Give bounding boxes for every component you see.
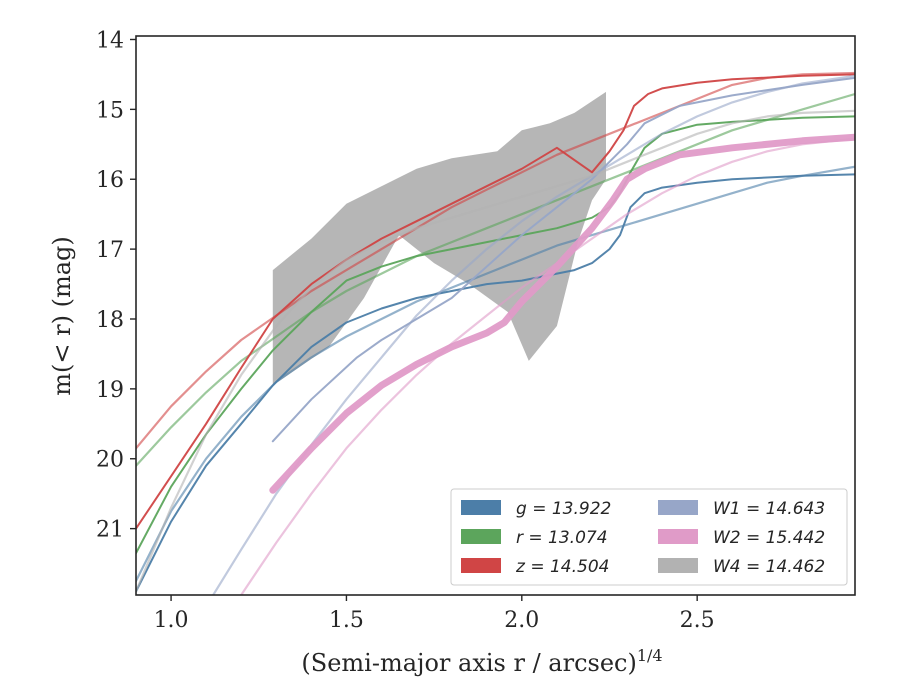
legend-label-3: W1 = 14.643 xyxy=(713,499,825,519)
x-axis-title-power: 1/4 xyxy=(637,646,663,665)
legend-label-4: W2 = 15.442 xyxy=(713,528,825,548)
w4-band xyxy=(272,91,606,386)
legend-swatch-0 xyxy=(461,500,501,515)
legend-label-0: g = 13.922 xyxy=(516,499,611,519)
series-line-z-data xyxy=(136,73,855,530)
legend-swatch-1 xyxy=(461,529,501,544)
series-line-w2-model xyxy=(240,137,855,595)
legend-swatch-2 xyxy=(461,558,501,573)
legend-label-5: W4 = 14.462 xyxy=(713,557,825,577)
legend-label-1: r = 13.074 xyxy=(516,528,608,548)
legend-swatch-5 xyxy=(658,558,698,573)
y-tick-label: 17 xyxy=(96,238,124,263)
legend-swatch-4 xyxy=(658,529,698,544)
legend-box xyxy=(450,488,848,586)
x-tick-label: 1.5 xyxy=(329,608,364,633)
axis-ticks: 1.0 1.5 2.0 2.5 14 15 16 17 18 19 20 21 xyxy=(96,28,715,633)
y-tick-label: 21 xyxy=(96,518,124,543)
x-tick-label: 2.0 xyxy=(504,608,539,633)
y-axis-title: m(< r) (mag) xyxy=(48,236,76,395)
x-axis-title: (Semi-major axis r / arcsec)1/4 xyxy=(301,646,662,677)
series-line-z-model xyxy=(136,71,855,450)
series-line-r-model xyxy=(136,92,855,467)
y-tick-label: 20 xyxy=(96,448,124,473)
plot-frame xyxy=(135,35,856,596)
legend-label-2: z = 14.504 xyxy=(515,557,609,577)
series-line-g-model xyxy=(136,165,855,583)
x-tick-label: 1.0 xyxy=(154,608,189,633)
series-line-w1-data xyxy=(271,76,855,443)
y-tick-label: 16 xyxy=(96,168,124,193)
plot-area xyxy=(136,71,855,595)
y-tick-label: 19 xyxy=(96,378,124,403)
series-line-w4-model xyxy=(136,109,855,593)
y-tick-label: 15 xyxy=(96,98,124,123)
legend-swatch-3 xyxy=(658,500,698,515)
y-tick-label: 18 xyxy=(96,308,124,333)
x-tick-label: 2.5 xyxy=(680,608,715,633)
legend: g = 13.922 r = 13.074 z = 14.504 W1 = 14.64… xyxy=(450,488,848,586)
series-line-w2-data xyxy=(269,133,855,494)
y-tick-label: 14 xyxy=(96,28,124,53)
